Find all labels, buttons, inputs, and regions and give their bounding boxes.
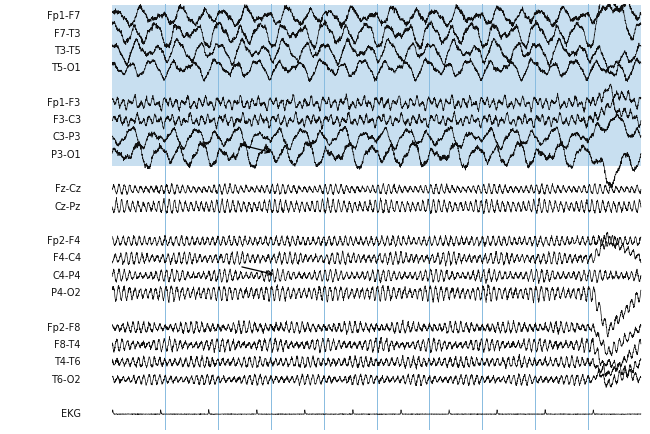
- Text: F8-T4: F8-T4: [54, 340, 81, 350]
- Text: T5-O1: T5-O1: [51, 63, 81, 73]
- Bar: [112, 5, 641, 166]
- Text: T6-O2: T6-O2: [51, 375, 81, 385]
- Text: F3-C3: F3-C3: [53, 115, 81, 125]
- Text: P4-O2: P4-O2: [51, 288, 81, 298]
- Text: EKG: EKG: [60, 409, 81, 419]
- Text: Fp1-F7: Fp1-F7: [47, 11, 81, 21]
- Text: Fp2-F4: Fp2-F4: [47, 236, 81, 246]
- Text: Fp1-F3: Fp1-F3: [47, 98, 81, 108]
- Text: T3-T5: T3-T5: [54, 46, 81, 56]
- Text: Fp2-F8: Fp2-F8: [47, 322, 81, 332]
- Text: F7-T3: F7-T3: [54, 29, 81, 39]
- Text: P3-O1: P3-O1: [51, 150, 81, 160]
- Text: Fz-Cz: Fz-Cz: [55, 184, 81, 194]
- Text: C3-P3: C3-P3: [52, 132, 81, 142]
- Text: T4-T6: T4-T6: [54, 357, 81, 367]
- Text: F4-C4: F4-C4: [53, 253, 81, 263]
- Text: Cz-Pz: Cz-Pz: [55, 202, 81, 212]
- Text: C4-P4: C4-P4: [52, 271, 81, 281]
